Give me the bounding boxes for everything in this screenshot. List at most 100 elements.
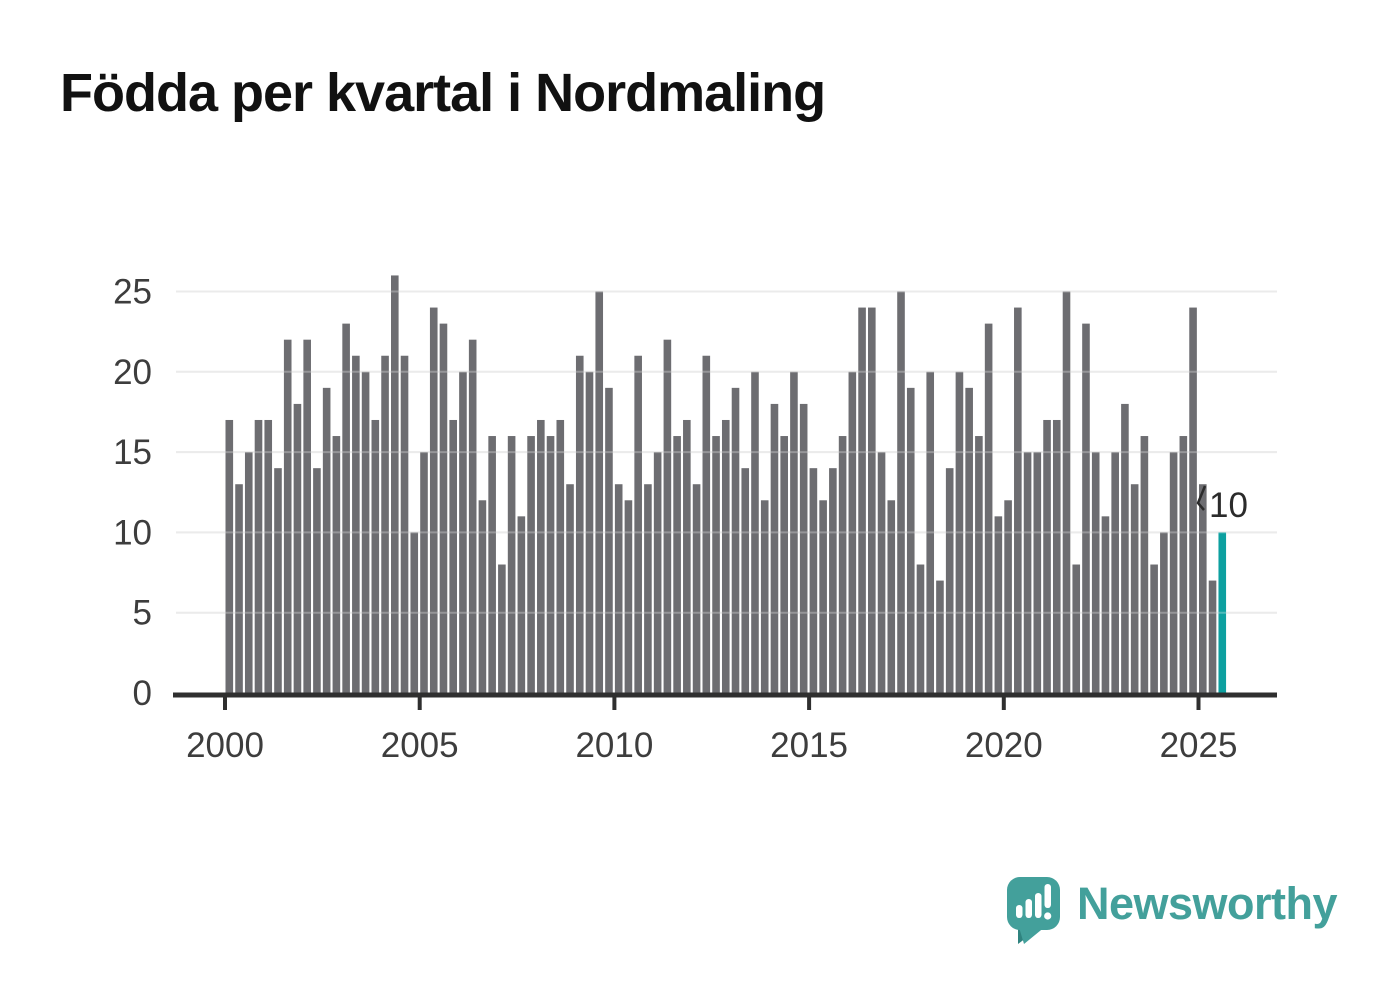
bar-2011-q2 — [663, 339, 672, 693]
bar-2000-q1 — [225, 419, 234, 693]
bar-2012-q3 — [712, 436, 720, 693]
bar-2010-q3 — [634, 355, 642, 693]
bar-2013-q1 — [731, 387, 740, 693]
bar-2011-q3 — [673, 436, 681, 693]
bar-2008-q3 — [556, 419, 565, 693]
bar-2017-q1 — [887, 500, 896, 693]
x-tick-label-2010: 2010 — [575, 726, 653, 765]
bar-2020-q1 — [1004, 500, 1012, 693]
bar-2021-q4 — [1072, 564, 1081, 693]
bar-2007-q4 — [527, 436, 535, 693]
bar-2008-q2 — [546, 436, 555, 693]
bar-2000-q4 — [254, 419, 263, 693]
bar-2018-q1 — [926, 371, 935, 693]
bar-2017-q2 — [897, 291, 905, 693]
bar-2023-q2 — [1130, 484, 1139, 693]
logo-wordmark: Newsworthy — [1077, 878, 1338, 929]
bar-2019-q4 — [994, 516, 1003, 693]
bar-2009-q1 — [575, 355, 584, 693]
bar-2009-q2 — [585, 371, 594, 693]
bar-2024-q4 — [1189, 307, 1197, 693]
bar-2023-q4 — [1150, 564, 1158, 693]
bar-2020-q4 — [1033, 452, 1042, 693]
bar-2017-q3 — [906, 387, 915, 693]
bar-2019-q3 — [984, 323, 993, 693]
bar-2007-q1 — [498, 564, 506, 693]
bar-2016-q3 — [868, 307, 876, 693]
bar-2013-q4 — [760, 500, 769, 693]
bar-2022-q1 — [1082, 323, 1090, 693]
bar-2002-q4 — [332, 436, 341, 693]
bar-2022-q4 — [1111, 452, 1119, 693]
highlight-value-label: 10 — [1209, 486, 1248, 525]
y-tick-label-0: 0 — [133, 674, 152, 713]
bar-2021-q2 — [1052, 419, 1061, 693]
bar-2001-q2 — [274, 468, 282, 693]
newsworthy-logo: Newsworthy — [1004, 874, 1338, 948]
bar-2021-q1 — [1043, 419, 1051, 693]
bar-2024-q3 — [1179, 436, 1188, 693]
bar-2021-q3 — [1062, 291, 1071, 693]
bar-2010-q4 — [644, 484, 652, 693]
bar-2005-q2 — [429, 307, 438, 693]
bar-2012-q1 — [692, 484, 701, 693]
bar-2020-q3 — [1023, 452, 1032, 693]
bar-2004-q3 — [400, 355, 409, 693]
bar-2006-q2 — [468, 339, 477, 693]
bar-2008-q1 — [537, 419, 545, 693]
bar-2014-q2 — [780, 436, 788, 693]
bar-2005-q1 — [420, 452, 428, 693]
bar-2004-q2 — [391, 275, 399, 693]
bar-2004-q1 — [381, 355, 389, 693]
bar-2002-q2 — [313, 468, 321, 693]
bar-2019-q2 — [975, 436, 983, 693]
bar-2023-q1 — [1121, 403, 1129, 693]
bar-2006-q1 — [459, 371, 467, 693]
bar-2017-q4 — [916, 564, 925, 693]
bar-2022-q3 — [1101, 516, 1110, 693]
bar-2002-q1 — [303, 339, 311, 693]
y-tick-label-5: 5 — [133, 594, 152, 633]
bar-2010-q1 — [614, 484, 623, 693]
bar-2001-q3 — [283, 339, 292, 693]
bar-2014-q3 — [790, 371, 798, 693]
bar-2000-q2 — [235, 484, 243, 693]
bar-2018-q4 — [955, 371, 964, 693]
bar-2007-q3 — [517, 516, 526, 693]
bar-2005-q4 — [449, 419, 457, 693]
bar-2015-q2 — [819, 500, 827, 693]
bar-2016-q2 — [858, 307, 866, 693]
bar-2009-q3 — [595, 291, 604, 693]
bar-2010-q2 — [624, 500, 633, 693]
page-title: Födda per kvartal i Nordmaling — [60, 63, 826, 123]
bar-2024-q2 — [1169, 452, 1178, 693]
bar-2020-q2 — [1014, 307, 1022, 693]
bar-2025-q2 — [1208, 580, 1217, 693]
bar-2022-q2 — [1091, 452, 1100, 693]
bar-2023-q3 — [1140, 436, 1149, 693]
y-tick-label-20: 20 — [113, 353, 152, 392]
bar-2004-q4 — [410, 532, 419, 693]
annotation-leader-line — [1196, 485, 1207, 511]
bar-2001-q1 — [264, 419, 273, 693]
y-tick-label-10: 10 — [113, 513, 152, 552]
bar-2006-q3 — [478, 500, 487, 693]
bar-2016-q4 — [877, 452, 886, 693]
bar-2003-q3 — [361, 371, 370, 693]
y-tick-label-15: 15 — [113, 433, 152, 472]
bar-2016-q1 — [848, 371, 857, 693]
x-tick-label-2000: 2000 — [186, 726, 264, 765]
bar-2002-q3 — [322, 387, 331, 693]
x-tick-label-2015: 2015 — [770, 726, 848, 765]
bar-2018-q2 — [936, 580, 944, 693]
y-tick-label-25: 25 — [113, 273, 152, 312]
bar-2011-q4 — [683, 419, 691, 693]
bar-2011-q1 — [653, 452, 662, 693]
x-tick-label-2020: 2020 — [965, 726, 1043, 765]
x-tick-label-2005: 2005 — [381, 726, 459, 765]
bar-2008-q4 — [566, 484, 574, 693]
x-tick-label-2025: 2025 — [1160, 726, 1238, 765]
bar-2015-q4 — [838, 436, 847, 693]
bar-2013-q3 — [751, 371, 759, 693]
bar-2005-q3 — [439, 323, 448, 693]
